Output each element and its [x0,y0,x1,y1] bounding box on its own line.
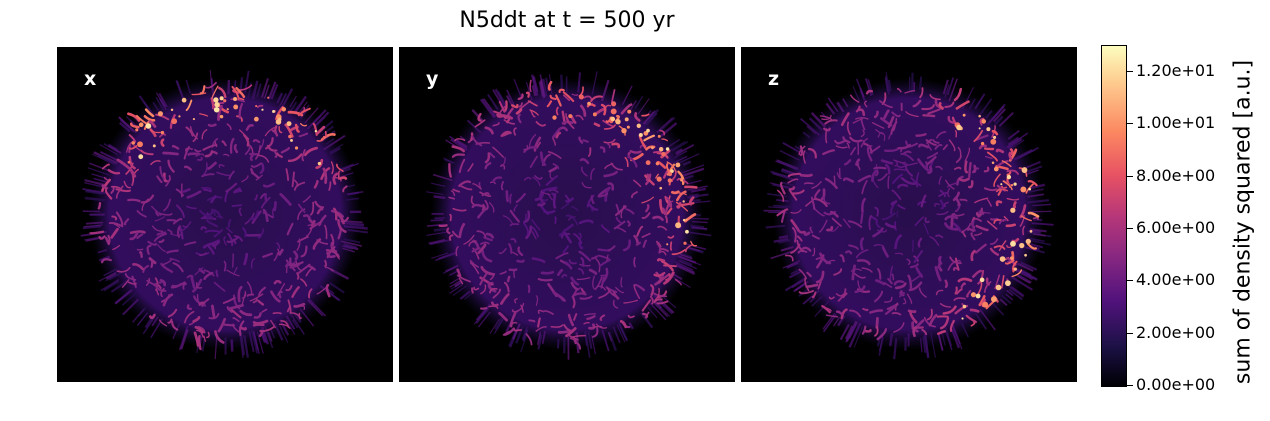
colorbar-tick-mark [1127,175,1133,177]
colorbar-tick-label: 0.00e+00 [1136,375,1216,394]
colorbar-tick-mark [1127,280,1133,282]
projection-panel-z: z [741,47,1077,382]
remnant-image [80,70,368,360]
panel-label: y [426,68,439,90]
projection-panel-x: x [57,47,393,382]
colorbar-tick-mark [1127,123,1133,125]
colorbar-tick-label: 1.00e+01 [1136,113,1216,133]
remnant-image [763,71,1054,360]
panel-label: z [768,68,780,90]
colorbar-tick-label: 6.00e+00 [1136,218,1216,238]
colorbar-tick-mark [1127,332,1133,334]
colorbar-tick-label: 2.00e+00 [1136,322,1216,342]
colorbar-label: sum of density squared [a.u.] [1230,59,1256,385]
colorbar-tick-mark [1127,385,1133,386]
colorbar [1101,45,1127,387]
colorbar-tick-label: 4.00e+00 [1136,270,1216,290]
colorbar-tick-mark [1127,228,1133,230]
colorbar-tick-label: 8.00e+00 [1136,165,1216,185]
colorbar-tick-label: 1.20e+01 [1136,61,1216,81]
remnant-image [426,71,712,360]
projection-panel-y: y [399,47,735,382]
panel-label: x [84,68,97,90]
figure-title: N5ddt at t = 500 yr [459,8,675,33]
colorbar-tick-mark [1127,71,1133,73]
